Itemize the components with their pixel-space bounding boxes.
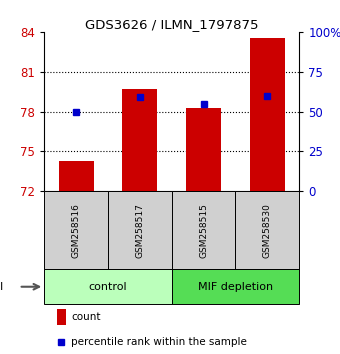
Text: GSM258516: GSM258516: [72, 202, 81, 258]
Text: protocol: protocol: [0, 282, 3, 292]
Bar: [44, 191, 108, 269]
Bar: [250, 39, 285, 191]
Text: count: count: [71, 312, 101, 322]
Bar: [44, 269, 172, 304]
Text: control: control: [89, 282, 127, 292]
Text: GSM258515: GSM258515: [199, 202, 208, 258]
Bar: [58, 161, 94, 191]
Text: GSM258530: GSM258530: [263, 202, 272, 258]
Bar: [57, 309, 66, 325]
Bar: [172, 191, 235, 269]
Bar: [235, 191, 299, 269]
Text: percentile rank within the sample: percentile rank within the sample: [71, 337, 247, 347]
Bar: [172, 269, 299, 304]
Bar: [186, 108, 221, 191]
Text: MIF depletion: MIF depletion: [198, 282, 273, 292]
Text: GSM258517: GSM258517: [135, 202, 144, 258]
Title: GDS3626 / ILMN_1797875: GDS3626 / ILMN_1797875: [85, 18, 258, 31]
Bar: [108, 191, 172, 269]
Bar: [122, 89, 157, 191]
